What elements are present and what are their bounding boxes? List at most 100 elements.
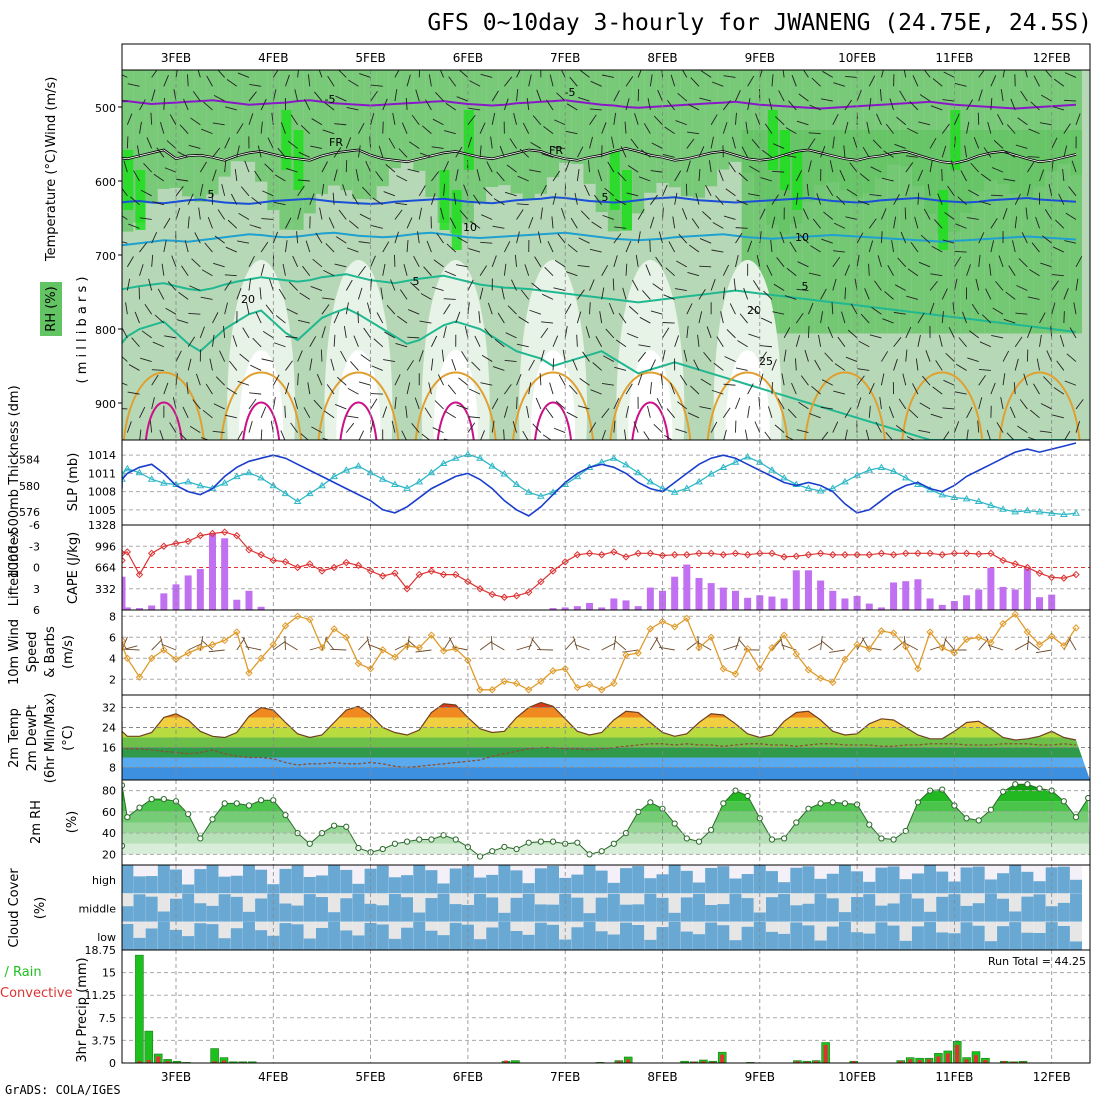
wind-barb <box>735 232 743 244</box>
cloud-fill <box>315 927 328 950</box>
wind-barb <box>966 121 970 134</box>
wind-barb <box>278 288 286 300</box>
wind-barb <box>282 263 286 276</box>
wind-barb <box>966 429 969 440</box>
wind-barb <box>1014 216 1018 229</box>
wind-barb <box>585 326 590 339</box>
wind-barb <box>905 155 918 158</box>
wind-barb <box>1063 123 1071 134</box>
wind-barb-10m <box>601 642 616 651</box>
wind-barb <box>698 169 701 182</box>
cape-bar <box>671 576 679 610</box>
wind-barb <box>192 91 201 102</box>
wind-barb <box>699 238 712 244</box>
wind-barb <box>1051 137 1058 149</box>
wind-barb <box>874 280 882 291</box>
wind-barb <box>576 334 578 347</box>
wind-barb <box>1021 232 1028 244</box>
wind-speed-marker <box>488 686 496 694</box>
wind-speed-marker <box>634 649 642 657</box>
wind-barb <box>528 359 535 371</box>
wind-barb <box>418 185 426 197</box>
cloud-fill <box>401 875 414 894</box>
cloud-fill <box>182 936 195 950</box>
wind-barb <box>649 382 653 395</box>
rh-moist-lower <box>826 130 839 334</box>
rh-moist-lower <box>911 130 924 334</box>
wind-barb <box>357 145 361 158</box>
rh-marker <box>160 796 167 803</box>
wind-barb <box>541 153 554 158</box>
wind-barb <box>528 74 532 87</box>
wind-barb <box>597 169 603 182</box>
temp-color-band <box>122 757 1090 768</box>
cloud-fill <box>571 927 584 950</box>
thickness-marker <box>293 497 302 504</box>
panel-cloud <box>122 865 1090 950</box>
wind-barb <box>223 325 226 338</box>
precip-convective-bar <box>945 1053 950 1063</box>
wind-barb <box>391 420 396 433</box>
wind-barb <box>997 113 1004 125</box>
cloud-fill <box>1021 932 1034 950</box>
wind-barb <box>541 321 554 324</box>
wind-barb <box>1024 70 1028 78</box>
wind-barb <box>340 350 347 362</box>
cloud-fill <box>729 893 742 922</box>
wind-barb <box>418 207 423 220</box>
precip-convective-bar <box>146 1059 151 1063</box>
wind-barb <box>634 113 639 125</box>
date-label-top: 6FEB <box>453 51 483 65</box>
wind-barb <box>161 263 165 276</box>
wind-barb <box>309 358 313 371</box>
wind-barb <box>662 349 666 362</box>
wind-barb <box>224 280 232 291</box>
wind-barb <box>225 414 237 419</box>
wind-barb <box>601 382 614 386</box>
#000: (6hr Min/Max) <box>43 693 58 783</box>
wind-barb <box>829 160 834 173</box>
wind-speed-marker <box>962 635 971 644</box>
thickness-marker <box>378 475 387 482</box>
#e09a2a: 10m Wind <box>7 619 22 685</box>
wind-barb <box>1026 184 1031 196</box>
#000: ( m i l l i b a r s ) <box>75 277 90 384</box>
wind-barb <box>428 74 432 87</box>
wind-barb <box>941 288 948 300</box>
wind-barb <box>554 260 566 268</box>
wind-barb <box>678 233 688 244</box>
rh-very-dry-core <box>239 350 284 440</box>
wind-barb <box>747 98 751 111</box>
wind-barb <box>896 116 907 126</box>
rh-moist-band <box>559 70 572 163</box>
wind-barb <box>431 171 440 182</box>
wind-barb <box>516 396 518 409</box>
wind-barb <box>1020 90 1028 102</box>
cloud-fill <box>583 921 596 950</box>
wind-barb <box>759 70 763 78</box>
wind-barb <box>735 397 741 410</box>
wind-barb <box>311 118 323 126</box>
wind-barb <box>690 385 700 395</box>
wind-barb <box>912 75 919 87</box>
wind-barb <box>652 283 663 291</box>
wind-barb <box>464 326 469 338</box>
wind-barb <box>726 329 736 339</box>
wind-barb <box>876 113 882 125</box>
wind-barb <box>514 254 517 267</box>
wind-barb <box>776 257 785 268</box>
wind-barb <box>948 326 955 339</box>
slp-tick-label: 1014 <box>88 449 116 462</box>
wind-barb <box>418 70 421 78</box>
li-marker <box>196 531 205 540</box>
wind-barb <box>743 287 749 300</box>
wind-barb <box>467 422 476 433</box>
wind-barb <box>900 231 907 244</box>
wind-barb <box>513 113 517 125</box>
wind-barb <box>496 171 505 182</box>
rh-marker <box>683 835 690 842</box>
wind-barb <box>613 397 620 410</box>
cloud-fill <box>875 867 888 894</box>
wind-barb <box>735 255 739 267</box>
cloud-fill <box>291 865 304 894</box>
